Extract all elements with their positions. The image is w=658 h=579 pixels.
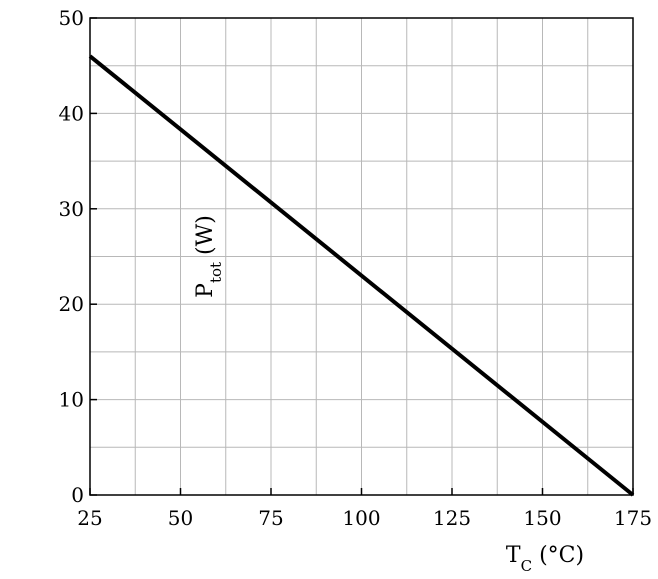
series-layer <box>88 54 635 497</box>
x-axis-label-subscript: C <box>521 557 532 575</box>
x-tick-label: 150 <box>523 506 561 530</box>
grid-layer <box>90 18 633 495</box>
y-tick-label: 50 <box>59 6 84 30</box>
x-tick-label: 175 <box>614 506 652 530</box>
y-tick-label: 10 <box>59 388 84 412</box>
x-tick-label: 75 <box>258 506 283 530</box>
x-axis-label-unit: (°C) <box>532 543 584 568</box>
x-tick-label: 25 <box>77 506 102 530</box>
y-axis-label: Ptot (W) <box>193 215 225 298</box>
x-axis-label: TC (°C) <box>506 543 584 575</box>
y-tick-label: 30 <box>59 197 84 221</box>
x-tick-label: 100 <box>342 506 380 530</box>
x-tick-label: 50 <box>168 506 193 530</box>
y-axis-label-subscript: tot <box>207 262 225 283</box>
x-axis-label-symbol: T <box>506 543 521 568</box>
series-line-0 <box>88 54 635 497</box>
x-tick-label: 125 <box>433 506 471 530</box>
y-tick-label: 0 <box>71 483 84 507</box>
y-axis-label-unit: (W) <box>193 215 218 262</box>
y-tick-label: 40 <box>59 101 84 125</box>
y-axis-label-symbol: P <box>193 283 218 298</box>
ticks-layer: 25 50 75 100 125 150 175 0 10 20 30 40 50 <box>59 6 653 530</box>
y-tick-label: 20 <box>59 292 84 316</box>
